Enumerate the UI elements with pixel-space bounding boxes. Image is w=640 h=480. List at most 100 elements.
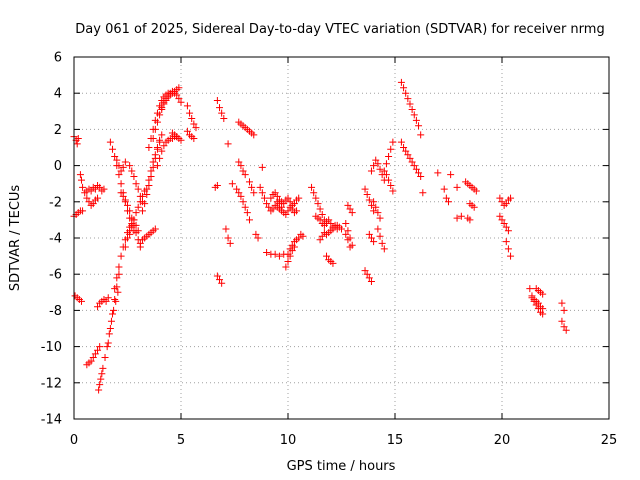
series-t24 — [158, 87, 185, 112]
data-point — [237, 192, 245, 200]
series-t9 — [101, 288, 122, 361]
data-point — [183, 127, 191, 135]
data-point — [145, 176, 153, 184]
data-point — [380, 245, 388, 253]
data-point — [115, 270, 123, 278]
data-point — [397, 138, 405, 146]
data-point — [382, 171, 390, 179]
data-point — [121, 158, 129, 166]
data-point — [346, 243, 354, 251]
data-point — [132, 221, 140, 229]
data-point — [344, 236, 352, 244]
data-point — [389, 138, 397, 146]
series-t2 — [71, 292, 85, 305]
data-point — [387, 182, 395, 190]
data-point — [558, 299, 566, 307]
y-tick-label: -8 — [49, 304, 62, 319]
series-t0 — [70, 133, 82, 148]
data-point — [286, 245, 294, 253]
data-point — [109, 310, 117, 318]
data-point — [419, 189, 427, 197]
data-point — [457, 212, 465, 220]
data-point — [282, 263, 290, 271]
data-point — [434, 169, 442, 177]
series-t52 — [344, 201, 356, 217]
series-t45 — [297, 230, 307, 240]
data-point — [89, 200, 97, 208]
data-point — [344, 201, 352, 209]
data-point — [290, 200, 298, 208]
data-point — [453, 183, 461, 191]
series-t42 — [263, 248, 288, 260]
data-point — [417, 172, 425, 180]
data-point — [342, 230, 350, 238]
data-point — [316, 236, 324, 244]
series-t17 — [126, 162, 146, 206]
data-point — [104, 294, 112, 302]
data-point — [267, 194, 275, 202]
data-point — [186, 109, 194, 117]
data-point — [235, 158, 243, 166]
series-t4 — [81, 182, 108, 197]
series-t32 — [224, 140, 236, 188]
data-point — [365, 274, 373, 282]
series-t30 — [211, 182, 221, 191]
data-point — [216, 104, 224, 112]
data-point — [216, 276, 224, 284]
data-point — [252, 230, 260, 238]
data-point — [245, 178, 253, 186]
data-point — [228, 180, 236, 188]
data-point — [367, 201, 375, 209]
data-point — [260, 194, 268, 202]
data-point — [134, 227, 142, 235]
data-point — [132, 209, 140, 217]
data-point — [248, 183, 256, 191]
series-t5 — [83, 194, 102, 209]
data-point — [348, 209, 356, 217]
data-point — [410, 111, 418, 119]
data-point — [500, 220, 508, 228]
series-t10 — [104, 270, 123, 347]
data-point — [502, 223, 510, 231]
data-point — [504, 245, 512, 253]
data-point — [496, 194, 504, 202]
data-point — [235, 189, 243, 197]
x-tick-label: 15 — [387, 433, 404, 448]
data-point — [526, 285, 534, 293]
series-t6 — [83, 343, 104, 369]
data-point — [415, 122, 423, 130]
data-point — [101, 353, 109, 361]
data-point — [162, 95, 170, 103]
data-point — [265, 203, 273, 211]
data-point — [156, 111, 164, 119]
data-point — [143, 185, 151, 193]
data-point — [96, 381, 104, 389]
data-point — [374, 209, 382, 217]
data-point — [308, 183, 316, 191]
data-point — [385, 176, 393, 184]
series-t64 — [417, 131, 427, 197]
series-t40 — [252, 230, 262, 242]
data-point — [470, 203, 478, 211]
data-point — [445, 198, 452, 206]
data-point — [376, 165, 384, 173]
data-point — [502, 200, 510, 208]
x-tick-label: 5 — [177, 433, 185, 448]
data-point — [293, 207, 301, 215]
data-point — [389, 187, 397, 195]
series-t60 — [380, 138, 397, 175]
data-point — [498, 216, 506, 224]
series-t27 — [183, 127, 198, 142]
data-point — [361, 185, 369, 193]
data-point — [89, 353, 97, 361]
data-point — [173, 91, 181, 99]
data-point — [145, 144, 153, 151]
data-point — [370, 198, 378, 206]
data-point — [151, 151, 159, 159]
data-point — [119, 163, 127, 171]
data-point — [472, 187, 480, 195]
data-point — [115, 171, 123, 179]
x-tick-label: 0 — [70, 433, 78, 448]
data-point — [325, 216, 333, 224]
series-t58 — [370, 198, 384, 222]
